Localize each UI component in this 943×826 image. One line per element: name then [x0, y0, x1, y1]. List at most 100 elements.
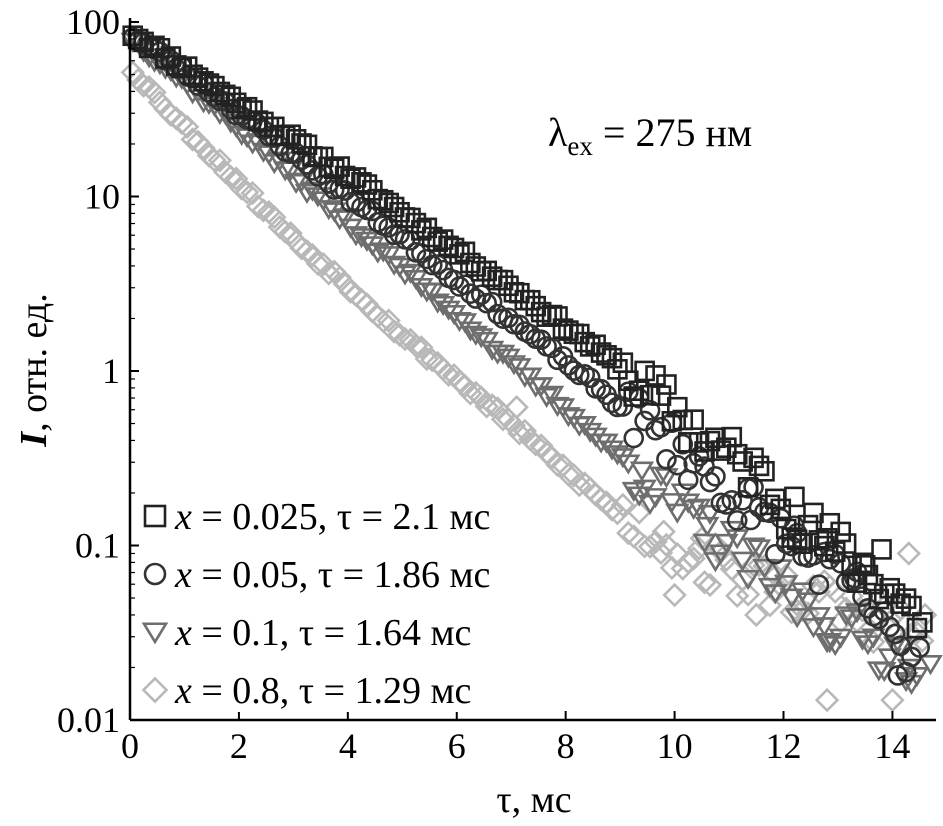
legend-bg: [139, 668, 529, 712]
data-point: [697, 504, 723, 526]
data-point: [403, 333, 429, 358]
data-point: [236, 96, 258, 118]
legend-bg: [139, 610, 529, 654]
data-point: [725, 583, 750, 608]
data-point: [138, 37, 160, 59]
data-point: [296, 134, 318, 156]
data-point: [420, 347, 445, 373]
data-point: [247, 110, 269, 131]
data-point: [180, 127, 205, 152]
data-point: [225, 92, 247, 114]
data-point: [781, 527, 802, 548]
data-point: [383, 196, 405, 218]
data-point: [830, 552, 851, 574]
legend-var: x: [174, 496, 192, 538]
data-point: [906, 617, 928, 639]
data-point: [371, 242, 396, 263]
data-point: [639, 400, 661, 421]
data-point: [427, 231, 448, 252]
legend-rest: = 0.1, τ = 1.64 мс: [192, 612, 472, 654]
data-point: [372, 189, 394, 211]
data-point: [218, 164, 243, 190]
data-point: [356, 174, 378, 195]
data-point: [231, 98, 252, 120]
data-point: [871, 539, 892, 560]
legend-label: x = 0.1, τ = 1.64 мс: [174, 612, 471, 654]
data-point: [547, 306, 568, 327]
data-point: [479, 393, 505, 418]
data-point: [714, 533, 739, 555]
data-point: [676, 549, 701, 575]
data-point: [774, 575, 799, 596]
excitation-annotation: λex = 275 нм: [548, 110, 752, 161]
data-point: [710, 440, 732, 461]
data-point: [169, 69, 194, 90]
data-point: [381, 319, 407, 344]
data-point: [628, 380, 650, 402]
x-tick-label: 0: [121, 726, 139, 766]
data-point: [523, 432, 548, 457]
data-point: [376, 246, 401, 267]
data-point: [784, 486, 805, 508]
data-point: [744, 602, 769, 628]
legend-item: x = 0.05, τ = 1.86 мс: [139, 552, 529, 596]
data-point: [901, 595, 922, 617]
data-point: [590, 378, 612, 400]
legend-var: x: [174, 612, 192, 654]
data-point: [411, 220, 432, 241]
y-axis-title: I, отн. ед.: [13, 293, 55, 447]
data-point: [392, 265, 418, 286]
data-point: [436, 362, 461, 387]
data-point: [623, 427, 645, 449]
data-point: [443, 237, 465, 259]
data-point: [830, 521, 851, 543]
legend-marker: [141, 622, 169, 645]
data-point: [784, 608, 810, 629]
data-point: [458, 321, 483, 342]
data-point: [452, 373, 478, 399]
data-point: [765, 543, 786, 565]
data-point: [204, 86, 225, 108]
data-point: [610, 492, 636, 518]
data-point: [643, 488, 668, 509]
data-point: [504, 395, 529, 420]
data-point: [850, 630, 875, 651]
data-point: [158, 102, 184, 127]
y-tick-label: 1: [102, 351, 120, 391]
data-point: [667, 396, 688, 418]
data-point: [318, 173, 340, 194]
data-point: [460, 283, 481, 304]
data-point: [868, 588, 890, 610]
legend-rest: = 0.025, τ = 2.1 мс: [192, 496, 491, 538]
data-point: [667, 454, 688, 476]
data-point: [639, 384, 661, 406]
data-point: [670, 483, 695, 504]
data-point: [665, 503, 690, 524]
data-point: [672, 409, 694, 431]
data-point: [291, 133, 312, 154]
legend: x = 0.025, τ = 2.1 мс x = 0.05, τ = 1.86 …: [139, 494, 529, 712]
x-tick-label: 6: [448, 726, 466, 766]
x-axis-title: τ, мс: [496, 779, 571, 821]
data-point: [650, 385, 672, 406]
axes: 0 2 4 6 8 10 12 14 0.01 0.1 1 10 100: [57, 2, 936, 766]
data-point: [191, 135, 216, 161]
legend-bg: [139, 552, 529, 596]
data-point: [599, 497, 625, 522]
y-tick-label: 0.1: [75, 526, 120, 566]
data-point: [895, 588, 917, 609]
data-point: [904, 620, 930, 645]
data-point: [209, 81, 231, 103]
data-point: [879, 577, 901, 599]
data-point: [730, 551, 755, 572]
data-point: [539, 445, 565, 470]
data-point: [577, 422, 603, 443]
data-point: [528, 433, 554, 458]
data-point: [686, 498, 712, 519]
data-point: [808, 574, 830, 596]
data-point: [852, 586, 873, 607]
data-point: [692, 533, 717, 554]
data-point: [746, 552, 772, 578]
data-point: [345, 167, 367, 188]
legend-var: x: [174, 670, 192, 712]
